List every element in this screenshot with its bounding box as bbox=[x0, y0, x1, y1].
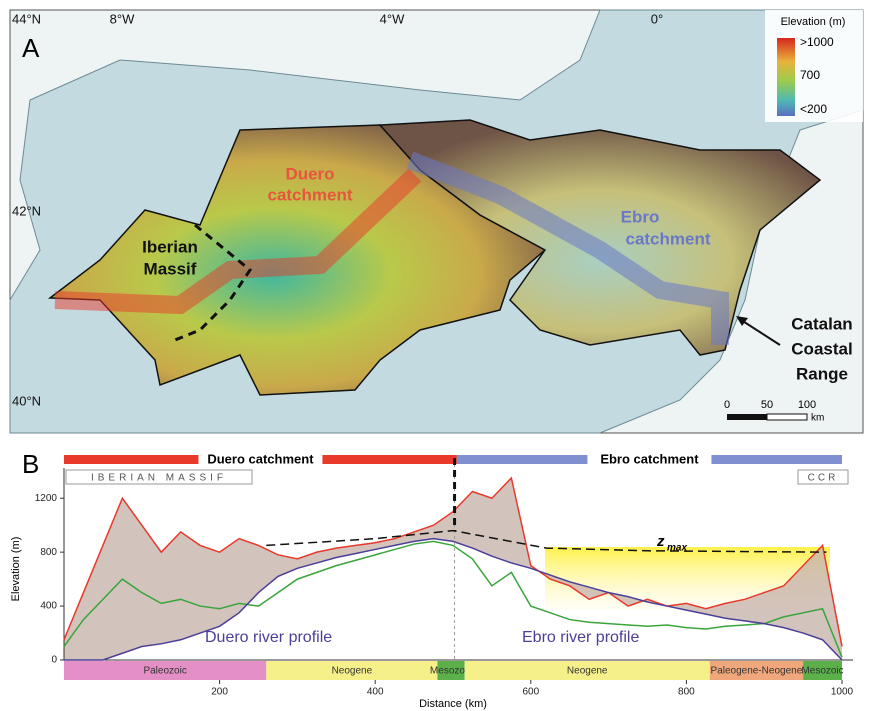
profile-annotation: Duero river profile bbox=[205, 629, 332, 646]
lon-label: 0° bbox=[651, 11, 663, 26]
zmax-subscript: max bbox=[667, 543, 687, 554]
legend-label: 700 bbox=[800, 68, 820, 82]
map-annotation: Range bbox=[796, 364, 848, 383]
lat-label: 40°N bbox=[12, 393, 41, 408]
era-label: Mesozoic bbox=[430, 666, 472, 677]
map-annotation: catchment bbox=[625, 229, 710, 248]
scale-bar-label: 0 bbox=[724, 399, 730, 411]
map-annotation: Massif bbox=[144, 259, 197, 278]
scale-bar-black bbox=[727, 414, 767, 420]
map-annotation: Duero bbox=[285, 164, 334, 183]
panel-label: B bbox=[22, 449, 39, 479]
y-axis-label: Elevation (m) bbox=[10, 537, 22, 602]
region-box bbox=[65, 469, 253, 485]
map-annotation: catchment bbox=[267, 185, 352, 204]
region-label: IBERIAN MASSIF bbox=[91, 473, 227, 484]
legend-label: >1000 bbox=[800, 35, 834, 49]
x-tick-label: 600 bbox=[522, 687, 539, 698]
x-tick-label: 1000 bbox=[831, 687, 854, 698]
catchment-label-bg bbox=[587, 452, 712, 467]
catchment-label: Ebro catchment bbox=[600, 451, 699, 466]
profile-line bbox=[64, 537, 843, 661]
lon-label: 8°W bbox=[110, 11, 135, 26]
legend-colorbar bbox=[777, 38, 795, 116]
x-tick-label: 400 bbox=[367, 687, 384, 698]
scale-bar-label: 100 bbox=[798, 399, 816, 411]
profile-line bbox=[63, 476, 843, 647]
legend-label: <200 bbox=[800, 102, 827, 116]
x-tick-label: 800 bbox=[678, 687, 695, 698]
map-annotation: Catalan bbox=[791, 314, 852, 333]
era-label: Mesozoic bbox=[801, 666, 843, 677]
x-tick-label: 200 bbox=[211, 687, 228, 698]
y-tick-label: 800 bbox=[40, 547, 57, 558]
massif-boundary bbox=[174, 223, 253, 342]
era-bar bbox=[437, 661, 465, 680]
lat-label: 42°N bbox=[12, 203, 41, 218]
ebro-river-band bbox=[406, 151, 729, 345]
era-bar bbox=[464, 661, 710, 680]
scale-bar-label: 50 bbox=[761, 399, 773, 411]
scale-bar-white bbox=[766, 413, 808, 421]
zmax-line bbox=[266, 529, 827, 553]
catchment-label-bg bbox=[198, 452, 323, 467]
legend-title: Elevation (m) bbox=[781, 16, 846, 28]
region-box bbox=[797, 469, 849, 485]
map-annotation: Coastal bbox=[791, 339, 852, 358]
arrow-head bbox=[736, 316, 748, 326]
era-bar bbox=[64, 661, 267, 680]
era-bar bbox=[709, 661, 804, 680]
zmax-label: z bbox=[656, 533, 665, 550]
x-axis-label: Distance (km) bbox=[419, 698, 487, 710]
era-bar bbox=[266, 661, 438, 680]
era-label: Paleogene-Neogene bbox=[711, 666, 803, 677]
scale-bar-unit: km bbox=[811, 413, 824, 424]
profile-annotation: Ebro river profile bbox=[522, 629, 639, 646]
era-bar bbox=[803, 661, 842, 680]
scale-bar: 0 50 100 km bbox=[724, 399, 824, 424]
profile-line bbox=[63, 540, 843, 658]
duero-river-band bbox=[54, 168, 422, 315]
y-tick-label: 0 bbox=[51, 655, 57, 666]
era-label: Paleozoic bbox=[143, 666, 186, 677]
map: A 44°N 42°N 40°N 8°W 4°W 0° Elevation (m… bbox=[9, 9, 864, 434]
map-annotation: Iberian bbox=[142, 237, 198, 256]
map-annotation: Ebro bbox=[621, 207, 660, 226]
arrow bbox=[737, 317, 781, 346]
relief-area bbox=[64, 478, 842, 660]
panel-label: A bbox=[22, 33, 40, 63]
era-label: Neogene bbox=[567, 666, 608, 677]
era-label: Neogene bbox=[332, 666, 373, 677]
y-tick-label: 400 bbox=[40, 601, 57, 612]
catchment-label: Duero catchment bbox=[207, 451, 314, 466]
lat-label: 44°N bbox=[12, 11, 41, 26]
region-label: CCR bbox=[808, 473, 839, 484]
profile-chart: B Duero catchment Ebro catchment IBERIAN MA… bbox=[10, 449, 854, 710]
y-tick-label: 1200 bbox=[35, 493, 58, 504]
lon-label: 4°W bbox=[380, 11, 405, 26]
